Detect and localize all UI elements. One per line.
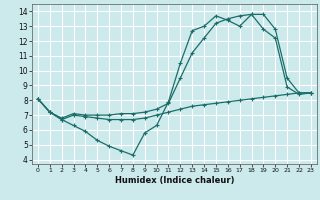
X-axis label: Humidex (Indice chaleur): Humidex (Indice chaleur) (115, 176, 234, 185)
